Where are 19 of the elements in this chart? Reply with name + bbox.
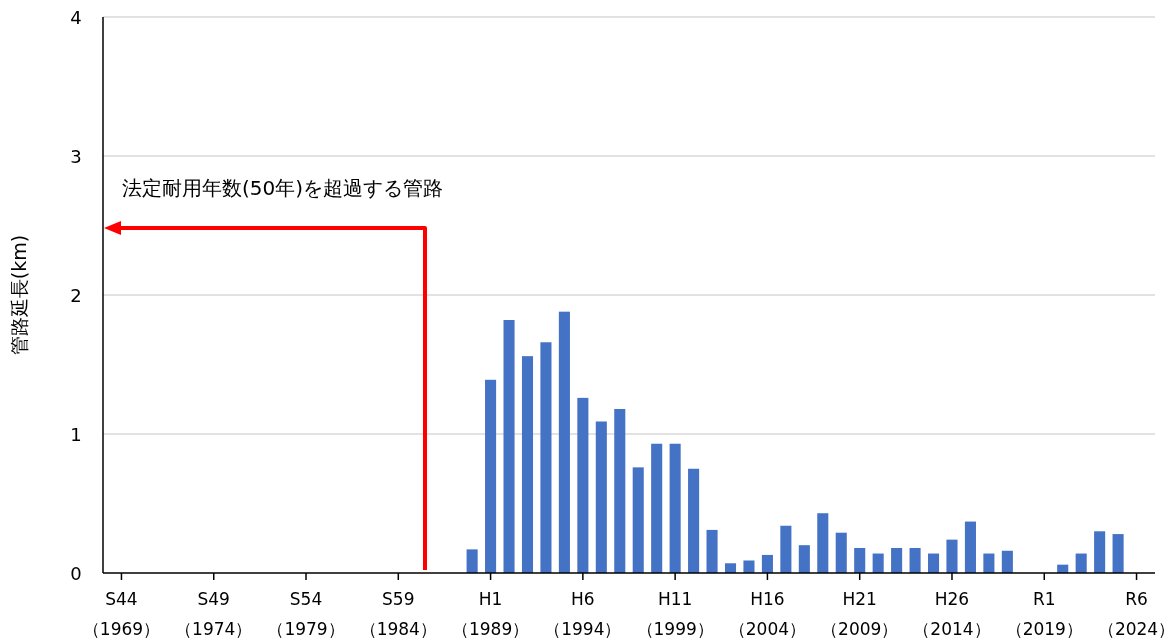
x-tick-label: H16 （2004）: [728, 589, 807, 639]
x-tick-label: S59 （1984）: [359, 589, 437, 639]
y-tick-label: 4: [70, 7, 82, 28]
y-tick-label: 3: [70, 146, 82, 167]
x-tick-label: S54 （1979）: [267, 589, 345, 639]
x-tick-label: H6 （1994）: [544, 589, 622, 639]
x-tick-label: H1 （1989）: [451, 589, 530, 639]
y-tick-label: 1: [70, 424, 82, 445]
x-tick-label: R6 （2024）: [1097, 589, 1173, 639]
x-tick-label: H11 （1999）: [636, 589, 714, 639]
x-tick-label: H26 （2014）: [913, 589, 991, 639]
x-tick-label: H21 （2009）: [821, 589, 899, 639]
y-tick-label: 2: [70, 285, 82, 306]
x-tick-label: S49 （1974）: [175, 589, 253, 639]
x-tick-label: R1 （2019）: [1005, 589, 1083, 639]
annotation: 法定耐用年数(50年)を超過する管路: [122, 176, 444, 200]
x-tick-label: S44 （1969）: [82, 589, 161, 639]
y-axis-title: 管路延長(km): [8, 234, 30, 356]
y-tick-label: 0: [70, 563, 82, 584]
